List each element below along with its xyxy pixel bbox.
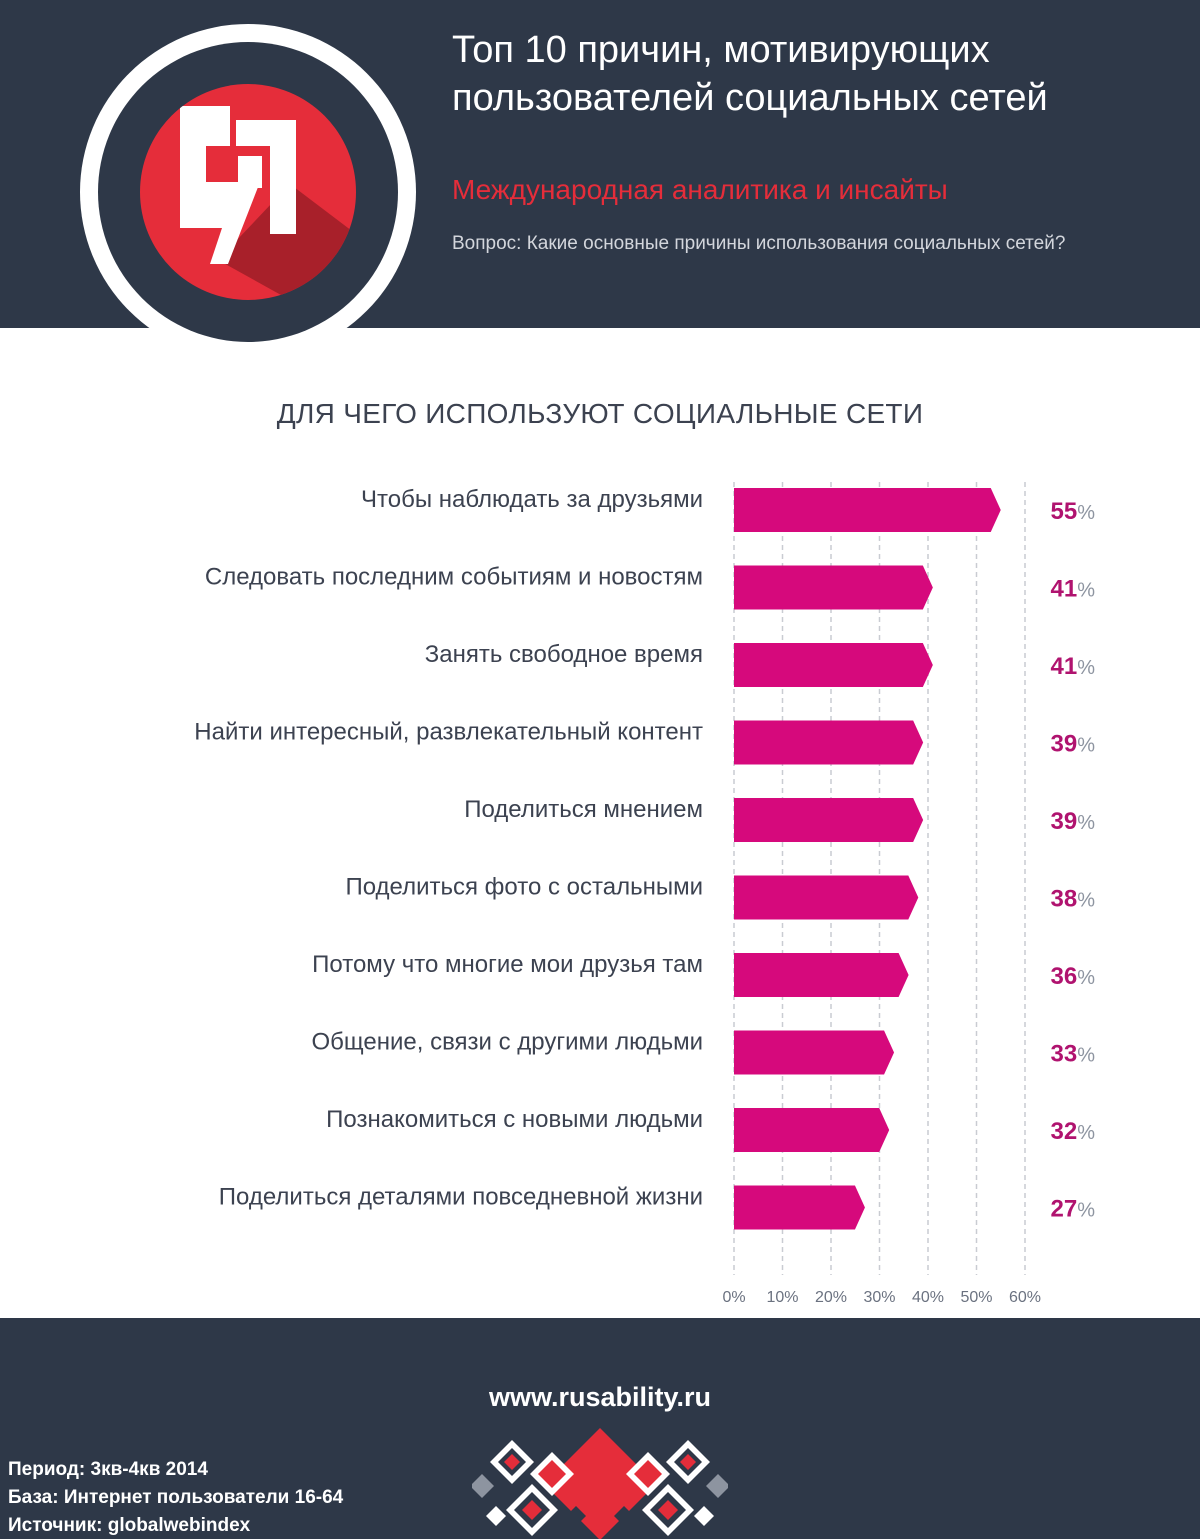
diamond-pattern-decoration: [472, 1428, 728, 1539]
source-text: Источник: globalwebindex: [8, 1515, 251, 1536]
value-label: 55%: [1051, 498, 1096, 525]
x-tick-label: 50%: [960, 1289, 992, 1306]
category-label: Поделиться фото с остальными: [345, 874, 703, 901]
category-label: Следовать последним событиям и новостям: [205, 564, 703, 591]
bar: [734, 565, 933, 610]
bar: [734, 1108, 890, 1152]
category-label: Общение, связи с другими людьми: [311, 1029, 703, 1056]
x-tick-label: 0%: [722, 1289, 745, 1306]
page-subtitle: Международная аналитика и инсайты: [452, 174, 948, 205]
x-tick-label: 40%: [912, 1289, 944, 1306]
base-text: База: Интернет пользователи 16-64: [8, 1487, 344, 1508]
x-tick-label: 30%: [863, 1289, 895, 1306]
page-title: Топ 10 причин, мотивирующих пользователе…: [452, 29, 1048, 119]
bar: [734, 720, 924, 765]
value-label: 39%: [1051, 731, 1096, 758]
x-tick-label: 20%: [815, 1289, 847, 1306]
site-link[interactable]: www.rusability.ru: [488, 1382, 712, 1412]
survey-question: Вопрос: Какие основные причины использов…: [452, 233, 1066, 254]
period-text: Период: 3кв-4кв 2014: [8, 1459, 208, 1480]
logo-dark-disc: [98, 42, 398, 342]
category-label: Занять свободное время: [425, 641, 703, 668]
bar: [734, 1030, 895, 1075]
header: Топ 10 причин, мотивирующих пользователе…: [0, 0, 1200, 360]
bar: [734, 953, 909, 997]
bar: [734, 875, 919, 920]
footer-meta: Период: 3кв-4кв 2014 База: Интернет поль…: [8, 1456, 343, 1540]
category-label: Поделиться мнением: [464, 796, 703, 823]
bar-chart: 0% 10% 20% 30% 40% 50% 60% Чтобы наблюдать за д…: [194, 482, 1096, 1306]
value-label: 32%: [1051, 1118, 1096, 1145]
category-label: Найти интересный, развлекательный контен…: [194, 719, 703, 746]
bar: [734, 1185, 865, 1230]
category-label: Поделиться деталями повседневной жизни: [219, 1184, 703, 1211]
logo: [80, 24, 416, 360]
bar: [734, 798, 924, 842]
quote-mark-logo-icon: [180, 106, 356, 300]
category-label: Потому что многие мои друзья там: [312, 951, 703, 978]
x-tick-label: 10%: [766, 1289, 798, 1306]
category-label: Познакомиться с новыми людьми: [326, 1106, 703, 1133]
logo-red-disc: [140, 84, 356, 300]
value-label: 33%: [1051, 1041, 1096, 1068]
value-label: 41%: [1051, 653, 1096, 680]
value-label: 38%: [1051, 886, 1096, 913]
bar: [734, 643, 933, 687]
value-label: 27%: [1051, 1196, 1096, 1223]
value-label: 36%: [1051, 963, 1096, 990]
category-label: Чтобы наблюдать за друзьями: [361, 486, 703, 513]
footer: www.rusability.ru Период: 3кв-4кв 2014 Б…: [0, 1318, 1200, 1539]
value-label: 39%: [1051, 808, 1096, 835]
value-label: 41%: [1051, 576, 1096, 603]
x-tick-label: 60%: [1009, 1289, 1041, 1306]
bar: [734, 488, 1001, 532]
chart-title: ДЛЯ ЧЕГО ИСПОЛЬЗУЮТ СОЦИАЛЬНЫЕ СЕТИ: [276, 398, 924, 429]
